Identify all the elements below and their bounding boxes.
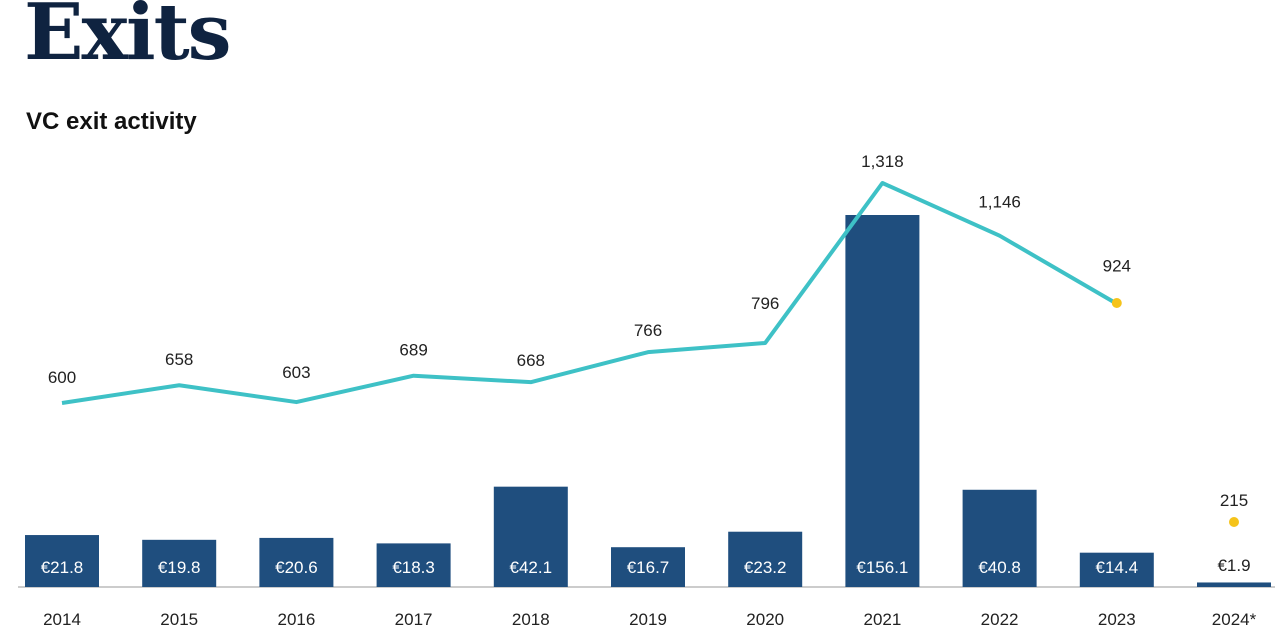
- bar: [259, 537, 334, 587]
- bar-value-label: €14.4: [1096, 558, 1139, 577]
- bar-value-label: €19.8: [158, 558, 201, 577]
- x-tick-label: 2022: [981, 610, 1019, 629]
- bar-value-label: €16.7: [627, 558, 670, 577]
- x-tick-label: 2017: [395, 610, 433, 629]
- x-tick-label: 2020: [746, 610, 784, 629]
- bar: [142, 539, 217, 587]
- bar-value-label: €1.9: [1217, 556, 1250, 575]
- line-value-label: 924: [1103, 257, 1131, 276]
- x-tick-label: 2023: [1098, 610, 1136, 629]
- x-tick-label: 2016: [277, 610, 315, 629]
- bar-value-label: €42.1: [510, 558, 553, 577]
- x-tick-label: 2019: [629, 610, 667, 629]
- line-value-label: 658: [165, 350, 193, 369]
- x-tick-label: 2021: [863, 610, 901, 629]
- highlight-dot: [1229, 517, 1239, 527]
- line-value-label: 215: [1220, 491, 1248, 510]
- line-value-label: 600: [48, 368, 76, 387]
- bar-value-label: €20.6: [275, 558, 318, 577]
- bar: [493, 486, 568, 587]
- bar-value-label: €21.8: [41, 558, 84, 577]
- bar: [376, 543, 451, 587]
- exit-count-line: [61, 181, 1118, 405]
- line-value-label: 689: [399, 341, 427, 360]
- line-value-label: 1,318: [861, 152, 904, 171]
- bar: [611, 547, 685, 587]
- bar-value-label: €23.2: [744, 558, 787, 577]
- bar-value-label: €156.1: [856, 558, 908, 577]
- line-value-label: 766: [634, 321, 662, 340]
- line-value-label: 796: [751, 294, 779, 313]
- bar-value-label: €18.3: [392, 558, 435, 577]
- line-value-label: 1,146: [978, 193, 1021, 212]
- page-title: Exits: [24, 0, 232, 78]
- bar: [962, 489, 1037, 587]
- chart-subtitle: VC exit activity: [26, 108, 197, 135]
- bar: [1197, 582, 1271, 587]
- x-tick-label: 2024*: [1212, 610, 1257, 629]
- bar-value-label: €40.8: [978, 558, 1021, 577]
- highlight-dot: [1111, 298, 1122, 308]
- x-tick-label: 2014: [43, 610, 81, 629]
- x-tick-label: 2015: [160, 610, 198, 629]
- bar: [845, 215, 920, 587]
- x-tick-label: 2018: [512, 610, 550, 629]
- bar: [25, 535, 99, 587]
- line-value-label: 603: [282, 363, 310, 382]
- line-value-label: 668: [517, 351, 545, 370]
- bar: [728, 531, 803, 587]
- bar: [1079, 552, 1154, 587]
